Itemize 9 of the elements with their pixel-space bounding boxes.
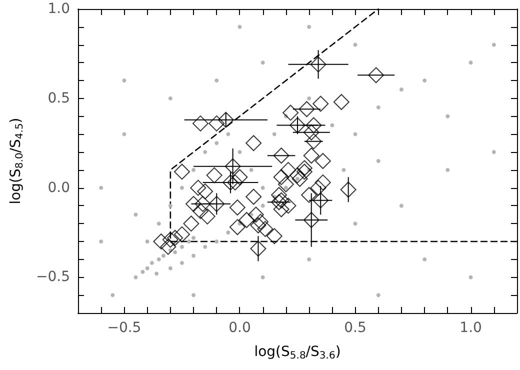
y-axis-title: log(S8.0/S4.5) bbox=[8, 118, 26, 204]
y-tick-label: 0.0 bbox=[48, 180, 70, 196]
x-tick-label: 0.5 bbox=[344, 320, 366, 336]
y-tick-label: 0.5 bbox=[48, 90, 70, 106]
y-tick-label: 1.0 bbox=[48, 1, 70, 17]
x-tick-label: −0.5 bbox=[107, 320, 142, 336]
y-tick-label: −0.5 bbox=[36, 269, 70, 286]
x-tick-label: 0.0 bbox=[228, 320, 251, 336]
x-tick-label: 1.0 bbox=[460, 320, 482, 336]
